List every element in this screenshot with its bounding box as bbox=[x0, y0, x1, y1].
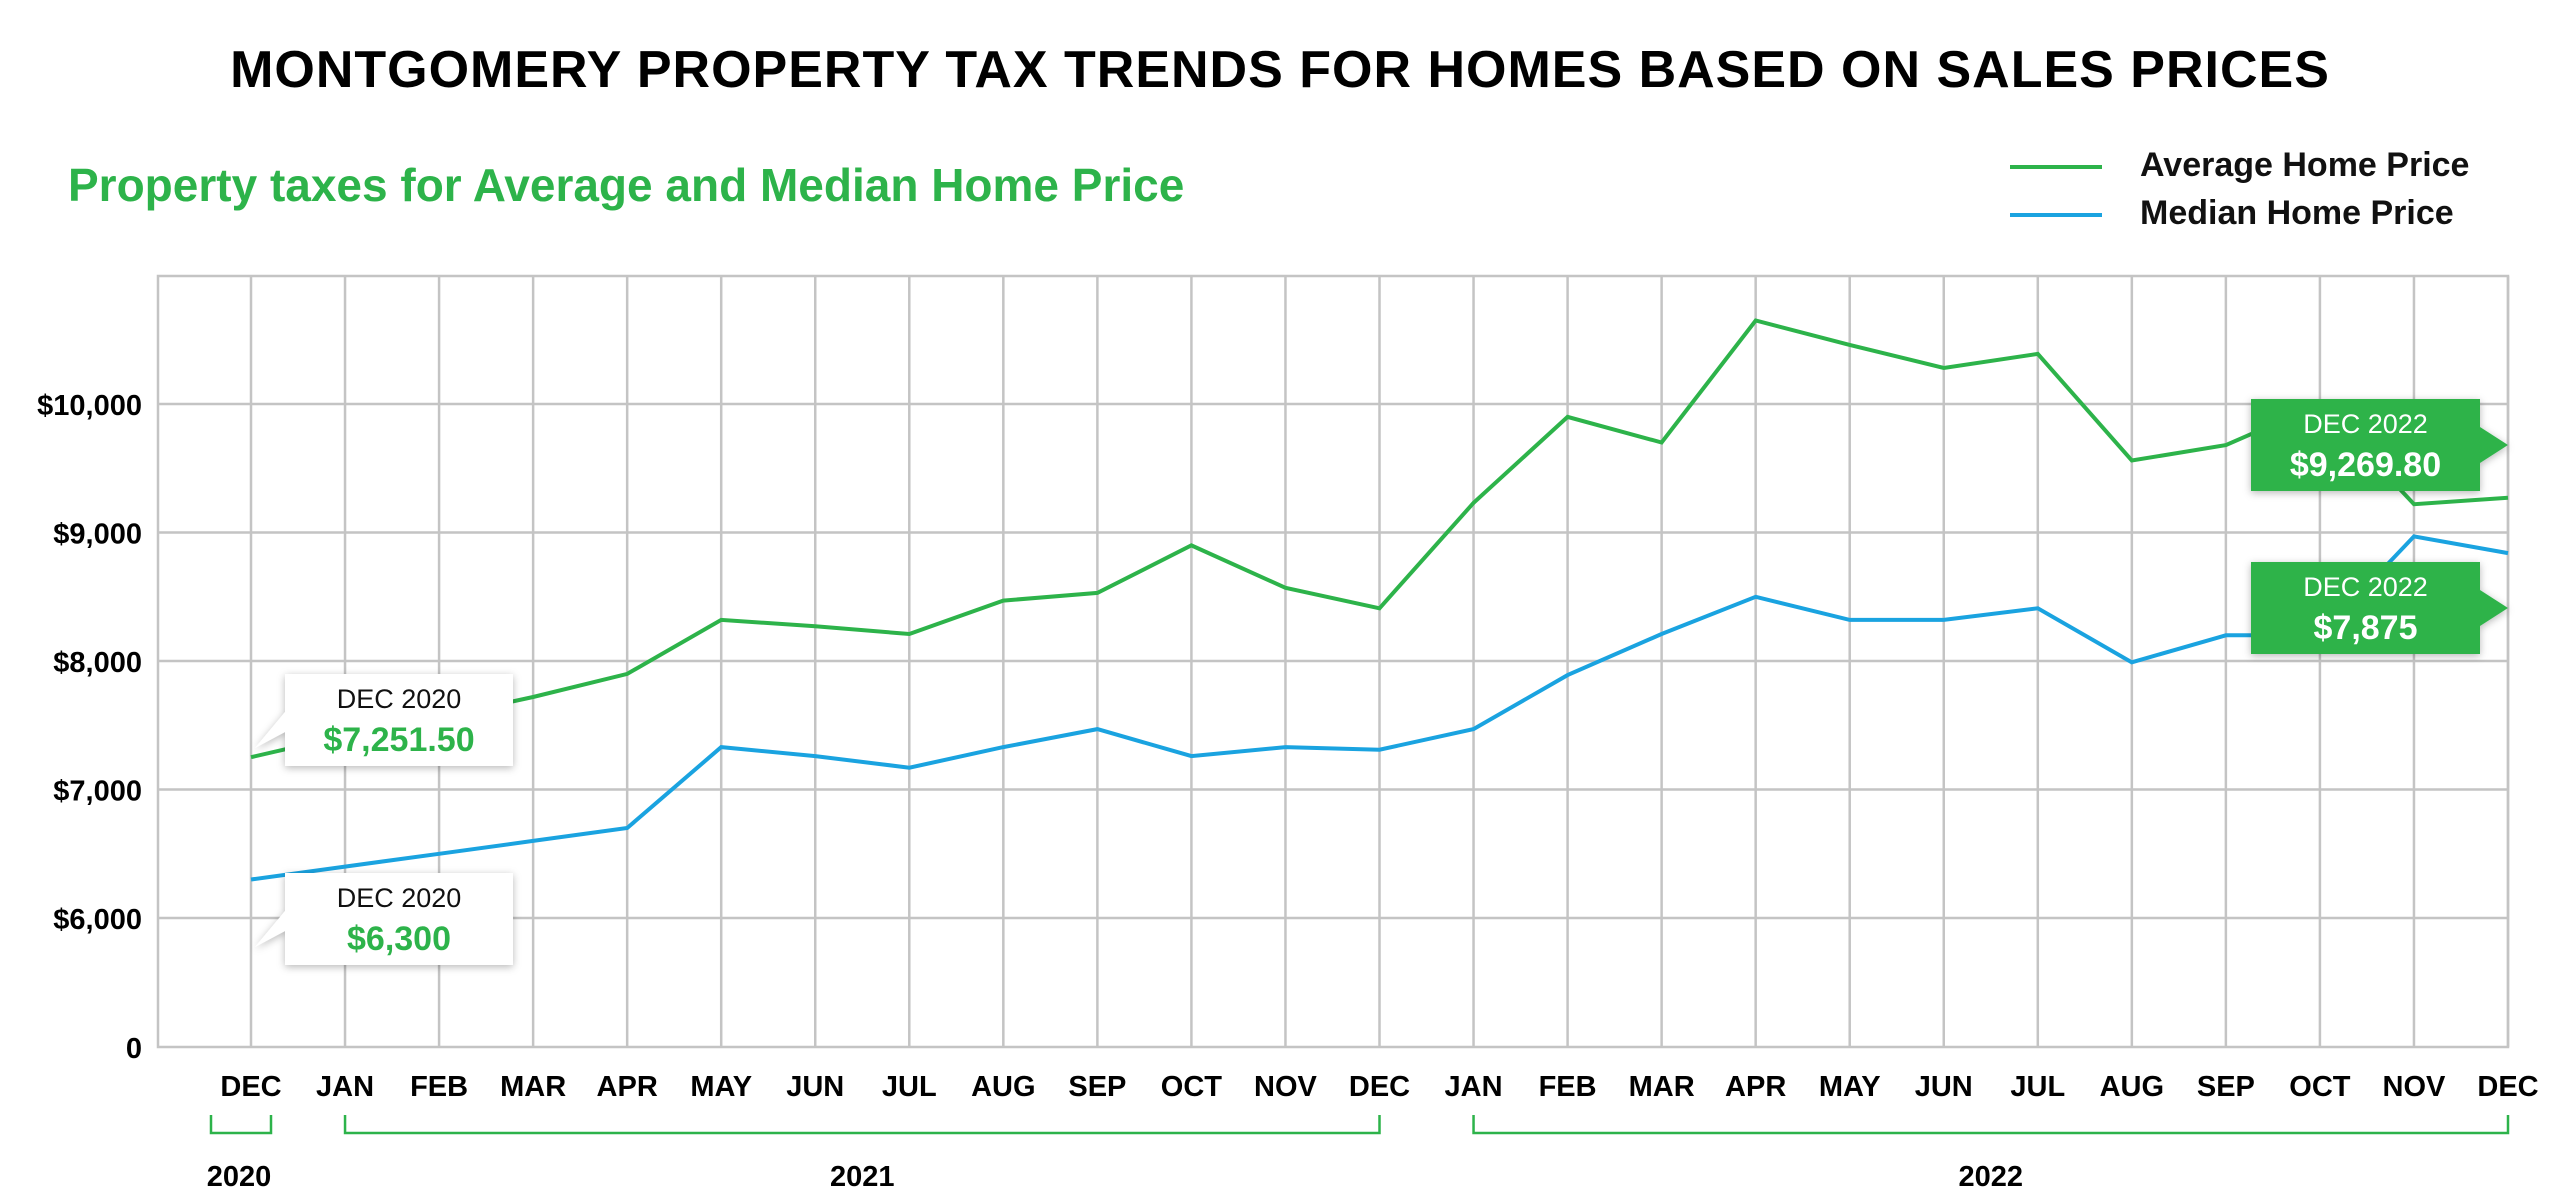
x-tick-label: JAN bbox=[1445, 1071, 1503, 1103]
year-bracket bbox=[209, 1115, 273, 1135]
series-line-median bbox=[250, 534, 2509, 882]
legend-label-average: Average Home Price bbox=[2140, 146, 2470, 184]
y-tick-label: $8,000 bbox=[53, 647, 142, 679]
callout-dec-2020: DEC 2020 $6,300 bbox=[255, 873, 513, 965]
x-axis-ticks: DEC JAN FEB MAR APR MAY JUN JUL AUG SEP OCT NOV DEC J… bbox=[220, 1071, 2538, 1103]
x-tick-label: OCT bbox=[1161, 1071, 1223, 1103]
x-tick-label: MAY bbox=[1819, 1071, 1881, 1103]
legend-swatch-average bbox=[2010, 165, 2102, 169]
x-tick-label: JUN bbox=[786, 1071, 844, 1103]
y-tick-label: $6,000 bbox=[53, 904, 142, 936]
callout-box bbox=[2251, 562, 2508, 654]
year-bracket bbox=[343, 1115, 1381, 1135]
x-tick-label: DEC bbox=[220, 1071, 281, 1103]
callout-period: DEC 2020 bbox=[337, 883, 462, 913]
callout-period: DEC 2022 bbox=[2303, 572, 2428, 602]
y-tick-label: $9,000 bbox=[53, 519, 142, 551]
callout-period: DEC 2022 bbox=[2303, 409, 2428, 439]
x-tick-label: NOV bbox=[1254, 1071, 1318, 1103]
x-tick-label: JAN bbox=[316, 1071, 374, 1103]
x-tick-label: MAR bbox=[1629, 1071, 1695, 1103]
x-tick-label: JUL bbox=[882, 1071, 937, 1103]
x-tick-label: APR bbox=[1725, 1071, 1786, 1103]
callout-box bbox=[255, 873, 513, 965]
x-tick-label: AUG bbox=[2100, 1071, 2164, 1103]
x-tick-label: FEB bbox=[410, 1071, 468, 1103]
callout-dec-2022: DEC 2022 $9,269.80 bbox=[2251, 399, 2508, 491]
x-tick-label: JUN bbox=[1915, 1071, 1973, 1103]
x-tick-label: NOV bbox=[2383, 1071, 2447, 1103]
callout-dec-2022: DEC 2022 $7,875 bbox=[2251, 562, 2508, 654]
chart-title: MONTGOMERY PROPERTY TAX TRENDS FOR HOMES… bbox=[230, 41, 2330, 99]
callout-value: $6,300 bbox=[347, 920, 451, 958]
series bbox=[250, 318, 2509, 882]
year-label: 2022 bbox=[1959, 1161, 2024, 1193]
y-tick-label: $7,000 bbox=[53, 776, 142, 808]
x-tick-label: OCT bbox=[2289, 1071, 2351, 1103]
callout-value: $9,269.80 bbox=[2290, 446, 2441, 484]
callout-box bbox=[255, 674, 513, 766]
x-tick-label: DEC bbox=[2477, 1071, 2538, 1103]
x-tick-label: MAR bbox=[500, 1071, 566, 1103]
year-bracket bbox=[1472, 1115, 2510, 1135]
callout-dec-2020: DEC 2020 $7,251.50 bbox=[255, 674, 513, 766]
chart-subtitle: Property taxes for Average and Median Ho… bbox=[68, 159, 1185, 211]
x-tick-label: DEC bbox=[1349, 1071, 1410, 1103]
year-label: 2021 bbox=[830, 1161, 895, 1193]
x-tick-label: SEP bbox=[2197, 1071, 2255, 1103]
x-tick-label: JUL bbox=[2010, 1071, 2065, 1103]
callout-period: DEC 2020 bbox=[337, 684, 462, 714]
callout-value: $7,875 bbox=[2314, 609, 2418, 647]
x-tick-label: AUG bbox=[971, 1071, 1035, 1103]
y-tick-label: 0 bbox=[126, 1033, 142, 1065]
year-groups: 2020 2021 2022 bbox=[207, 1115, 2510, 1193]
callout-value: $7,251.50 bbox=[323, 721, 474, 759]
x-tick-label: APR bbox=[597, 1071, 658, 1103]
legend-item-average: Average Home Price bbox=[2010, 146, 2530, 186]
x-tick-label: SEP bbox=[1068, 1071, 1126, 1103]
legend-label-median: Median Home Price bbox=[2140, 194, 2454, 232]
y-axis-ticks: 0 $6,000 $7,000 $8,000 $9,000 $10,000 bbox=[37, 390, 142, 1065]
callout-box bbox=[2251, 399, 2508, 491]
grid bbox=[156, 274, 2510, 1049]
series-line-average bbox=[250, 318, 2509, 760]
callouts: DEC 2020 $7,251.50 DEC 2020 $6,300 DEC 2022 $… bbox=[255, 399, 2508, 965]
y-tick-label: $10,000 bbox=[37, 390, 142, 422]
year-label: 2020 bbox=[207, 1161, 272, 1193]
x-tick-label: MAY bbox=[690, 1071, 752, 1103]
legend-swatch-median bbox=[2010, 213, 2102, 217]
x-tick-label: FEB bbox=[1539, 1071, 1597, 1103]
legend-item-median: Median Home Price bbox=[2010, 194, 2530, 234]
